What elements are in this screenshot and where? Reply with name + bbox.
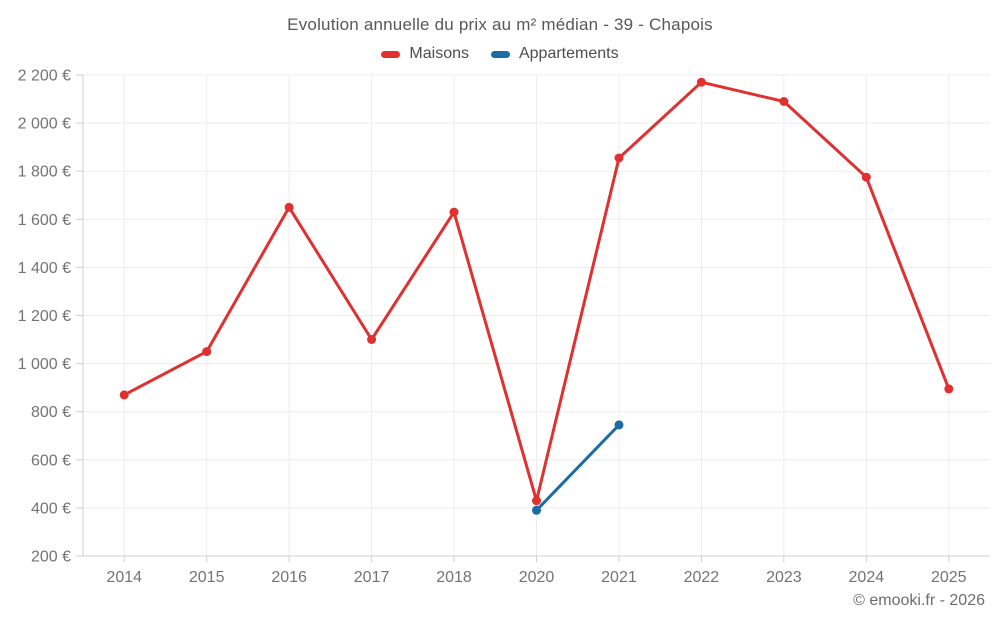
y-axis-label: 400 € [31,500,71,517]
x-axis-label: 2020 [519,569,555,586]
chart-legend: Maisons Appartements [0,45,1000,63]
x-axis-label: 2024 [849,569,885,586]
maisons-data-point [944,384,954,394]
x-axis-label: 2015 [189,569,225,586]
y-axis-label: 1 200 € [18,308,71,325]
x-axis-label: 2017 [354,569,390,586]
maisons-data-point [449,207,459,217]
maisons-data-point [119,390,129,400]
maisons-data-point [696,77,706,87]
y-axis-label: 2 200 € [18,68,71,85]
maisons-data-point [284,202,294,212]
legend-item-appartements[interactable]: Appartements [490,45,619,63]
maisons-data-point [367,335,377,344]
y-axis-label: 2 000 € [18,116,71,133]
maisons-data-point [532,496,541,506]
maisons-data-point [614,153,624,163]
y-axis-label: 1 400 € [18,260,71,277]
maisons-legend-label: Maisons [409,45,469,62]
maisons-data-point [202,347,212,357]
appartements-series-line [535,423,621,512]
legend-item-maisons[interactable]: Maisons [381,45,469,63]
x-axis-label: 2021 [601,569,637,586]
y-axis-label: 800 € [31,404,71,421]
y-axis-label: 200 € [31,549,71,566]
x-axis-label: 2014 [106,569,142,586]
maisons-data-point [861,172,871,182]
maisons-data-point [779,97,789,106]
y-axis-label: 1 800 € [18,164,71,181]
chart-title: Evolution annuelle du prix au m² médian … [287,15,713,34]
copyright-credit: © emooki.fr - 2026 [853,592,985,609]
maisons-legend-swatch-icon [381,50,401,58]
x-axis-label: 2016 [271,569,307,586]
y-axis-label: 1 000 € [18,356,71,373]
appartements-legend-swatch-icon [490,50,510,58]
y-axis-label: 600 € [31,452,71,469]
y-axis-label: 1 600 € [18,212,71,229]
x-axis-label: 2018 [436,569,472,586]
appartements-data-point [532,505,541,515]
x-axis-label: 2023 [766,569,802,586]
appartements-data-point [614,420,624,430]
x-axis-label: 2025 [931,569,967,586]
x-axis-label: 2022 [684,569,720,586]
appartements-legend-label: Appartements [518,45,619,62]
